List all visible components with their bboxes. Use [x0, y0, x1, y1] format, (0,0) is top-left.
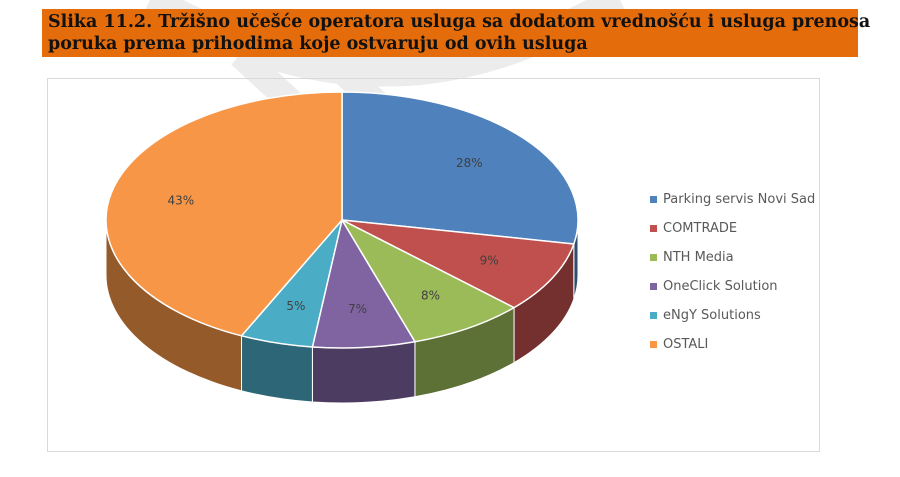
- data-label-comtrade: 9%: [480, 254, 499, 268]
- legend-label: OSTALI: [663, 337, 709, 352]
- data-label-engy-solutions: 5%: [286, 299, 305, 313]
- data-label-nth-media: 8%: [421, 289, 440, 303]
- legend-swatch: [650, 225, 657, 232]
- pie-side-oneclick-solution: [311, 341, 416, 404]
- caption-line-2: poruka prema prihodima koje ostvaruju od…: [48, 34, 588, 54]
- legend-item-ostali: OSTALI: [650, 330, 815, 359]
- legend-label: NTH Media: [663, 250, 734, 265]
- pie-slice-ostali: [105, 91, 343, 337]
- chart-legend: Parking servis Novi Sad COMTRADE NTH Media…: [650, 185, 815, 359]
- legend-label: Parking servis Novi Sad: [663, 192, 816, 207]
- legend-swatch: [650, 254, 657, 261]
- legend-item-parking-servis-novi-sad: Parking servis Novi Sad: [650, 185, 815, 214]
- legend-label: COMTRADE: [663, 221, 738, 236]
- legend-label: eNgY Solutions: [663, 308, 761, 323]
- data-label-ostali: 43%: [167, 193, 194, 207]
- legend-swatch: [650, 312, 657, 319]
- chart-frame: [47, 78, 820, 452]
- legend-item-comtrade: COMTRADE: [650, 214, 815, 243]
- legend-item-engy-solutions: eNgY Solutions: [650, 301, 815, 330]
- legend-swatch: [650, 196, 657, 203]
- pie-slice-parking-servis-novi-sad: [341, 91, 579, 245]
- data-label-parking-servis-novi-sad: 28%: [456, 156, 483, 170]
- pie-slice-comtrade: [341, 219, 575, 309]
- caption-line-1: Slika 11.2. Tržišno učešće operatora usl…: [48, 12, 871, 32]
- legend-swatch: [650, 341, 657, 348]
- legend-item-oneclick-solution: OneClick Solution: [650, 272, 815, 301]
- legend-label: OneClick Solution: [663, 279, 778, 294]
- legend-item-nth-media: NTH Media: [650, 243, 815, 272]
- figure-caption: Slika 11.2. Tržišno učešće operatora usl…: [42, 9, 871, 57]
- pie-slice-oneclick-solution: [311, 218, 417, 349]
- pie-slice-nth-media: [340, 218, 516, 343]
- data-label-oneclick-solution: 7%: [348, 302, 367, 316]
- legend-swatch: [650, 283, 657, 290]
